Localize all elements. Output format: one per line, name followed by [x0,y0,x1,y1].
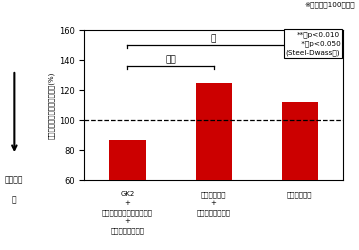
Text: 保湿効果: 保湿効果 [5,175,24,184]
Y-axis label: 経表皮水分蒸散量　対初期値(%): 経表皮水分蒸散量 対初期値(%) [48,71,55,139]
Text: +: + [125,200,130,206]
Text: GK2: GK2 [120,191,135,197]
Text: ＊: ＊ [211,35,216,44]
Text: 脂肪酸系組成: 脂肪酸系組成 [201,191,227,198]
Text: アミノ酸系界面活性剤組成: アミノ酸系界面活性剤組成 [102,209,153,216]
Text: +: + [211,200,216,206]
Bar [109,140,145,250]
Bar [282,102,318,250]
Text: カチオン化高分子: カチオン化高分子 [111,227,144,234]
Text: **：p<0.010
 *：p<0.050
(Steel-Dwass法): **：p<0.010 *：p<0.050 (Steel-Dwass法) [286,32,340,56]
Bar [196,82,232,250]
Text: カチオン化高分子: カチオン化高分子 [197,209,230,216]
Text: 脂肪酸系組成: 脂肪酸系組成 [287,191,313,198]
Text: ※初期値を100とする: ※初期値を100とする [305,1,355,8]
Text: ＊＊: ＊＊ [165,56,176,65]
Text: +: + [125,218,130,224]
Text: 高: 高 [12,195,17,204]
